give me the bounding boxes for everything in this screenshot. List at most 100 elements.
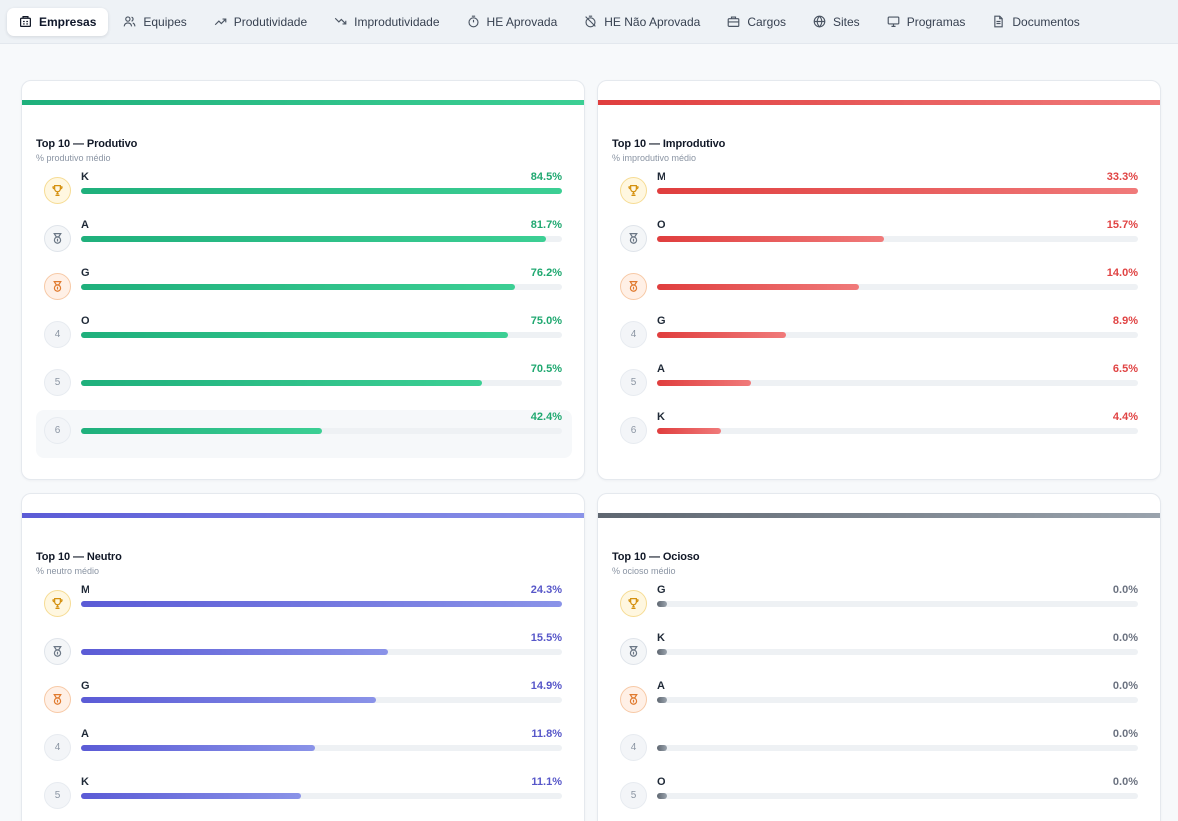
tab-sites[interactable]: Sites xyxy=(801,8,872,36)
medal-icon xyxy=(44,225,71,252)
ranking-row[interactable]: 5 70.5% xyxy=(36,362,572,410)
trend-up-icon xyxy=(214,15,227,28)
row-percentage: 14.0% xyxy=(1106,267,1138,279)
rank-badge: 6 xyxy=(44,417,71,444)
row-percentage: 11.1% xyxy=(531,776,562,788)
progress-track xyxy=(81,793,562,799)
row-percentage: 42.4% xyxy=(530,411,562,423)
row-name: A xyxy=(81,219,89,231)
ranking-row[interactable]: 6 K 4.4% xyxy=(612,410,1148,458)
row-name: K xyxy=(657,632,665,644)
ranking-row[interactable]: K 84.5% xyxy=(36,170,572,218)
progress-track xyxy=(81,236,562,242)
ranking-row[interactable]: G 76.2% xyxy=(36,266,572,314)
rank-badge: 6 xyxy=(620,417,647,444)
ranking-row[interactable]: A 81.7% xyxy=(36,218,572,266)
progress-fill xyxy=(81,745,315,751)
ranking-row[interactable]: 5 A 6.5% xyxy=(612,362,1148,410)
progress-fill xyxy=(657,649,667,655)
tab-label: Cargos xyxy=(747,14,786,29)
progress-track xyxy=(81,284,562,290)
rank-badge: 4 xyxy=(44,321,71,348)
tab-label: HE Aprovada xyxy=(486,14,558,29)
trophy-icon xyxy=(44,177,71,204)
document-icon xyxy=(992,15,1005,28)
card-top10-ocioso: Top 10 — Ocioso % ocioso médio G 0.0% K 0.0… xyxy=(597,493,1161,821)
progress-fill xyxy=(81,236,547,242)
row-name: O xyxy=(657,776,665,788)
ranking-list: G 0.0% K 0.0% A 0.0% 4 0.0% 5 O 0.0% xyxy=(612,583,1148,821)
card-subtitle: % neutro médio xyxy=(36,566,100,576)
timer-off-icon xyxy=(584,15,597,28)
tab-label: HE Não Aprovada xyxy=(604,14,701,29)
rank-badge: 5 xyxy=(44,369,71,396)
tab-label: Sites xyxy=(833,14,860,29)
tab-programas[interactable]: Programas xyxy=(875,8,978,36)
row-percentage: 75.0% xyxy=(530,315,562,327)
progress-fill xyxy=(81,428,323,434)
tab-produtividade[interactable]: Produtividade xyxy=(202,8,319,36)
progress-fill xyxy=(81,332,508,338)
progress-track xyxy=(657,188,1138,194)
medal-icon xyxy=(44,686,71,713)
ranking-row[interactable]: 4 A 11.8% xyxy=(36,727,572,775)
row-name: A xyxy=(81,728,89,740)
tab-empresas[interactable]: Empresas xyxy=(7,7,109,36)
monitor-icon xyxy=(887,15,900,28)
ranking-row[interactable]: 4 O 75.0% xyxy=(36,314,572,362)
progress-fill xyxy=(81,380,483,386)
ranking-row[interactable]: M 24.3% xyxy=(36,583,572,631)
ranking-row[interactable]: M 33.3% xyxy=(612,170,1148,218)
ranking-row[interactable]: 4 G 8.9% xyxy=(612,314,1148,362)
ranking-row[interactable]: G 0.0% xyxy=(612,583,1148,631)
tab-bar: Empresas Equipes Produtividade Improduti… xyxy=(0,0,1178,44)
progress-fill xyxy=(657,697,667,703)
tab-cargos[interactable]: Cargos xyxy=(715,8,798,36)
medal-icon xyxy=(44,638,71,665)
ranking-list: M 33.3% O 15.7% 14.0% 4G 8.9% 5A 6.5% 6K 4.4% xyxy=(612,170,1148,458)
ranking-list: M 24.3% 15.5% G 14.9% 4A 11.8% 5K 11.1% xyxy=(36,583,572,821)
ranking-row[interactable]: K 0.0% xyxy=(612,631,1148,679)
progress-fill xyxy=(81,188,562,194)
row-percentage: 84.5% xyxy=(530,171,562,183)
ranking-row[interactable]: 4 0.0% xyxy=(612,727,1148,775)
ranking-row[interactable]: O 15.7% xyxy=(612,218,1148,266)
tab-label: Empresas xyxy=(39,14,97,29)
tab-improdutividade[interactable]: Improdutividade xyxy=(322,8,451,36)
stopwatch-icon xyxy=(467,15,480,28)
briefcase-icon xyxy=(727,15,740,28)
ranking-row[interactable]: A 0.0% xyxy=(612,679,1148,727)
tab-he-nao-aprovada[interactable]: HE Não Aprovada xyxy=(572,8,712,36)
tab-documentos[interactable]: Documentos xyxy=(980,8,1091,36)
row-name xyxy=(81,363,89,377)
ranking-row[interactable]: 5 O 0.0% xyxy=(612,775,1148,821)
tab-label: Equipes xyxy=(143,14,187,29)
card-accent-bar xyxy=(598,513,1160,518)
rank-badge: 5 xyxy=(44,782,71,809)
row-name xyxy=(657,728,665,742)
progress-fill xyxy=(657,188,1138,194)
row-percentage: 33.3% xyxy=(1106,171,1138,183)
tab-he-aprovada[interactable]: HE Aprovada xyxy=(455,8,570,36)
progress-track xyxy=(657,380,1138,386)
ranking-row[interactable]: 14.0% xyxy=(612,266,1148,314)
rank-badge: 5 xyxy=(620,369,647,396)
ranking-row[interactable]: 15.5% xyxy=(36,631,572,679)
progress-fill xyxy=(657,380,751,386)
row-percentage: 0.0% xyxy=(1112,776,1138,788)
progress-fill xyxy=(81,601,562,607)
row-percentage: 76.2% xyxy=(530,267,562,279)
trend-down-icon xyxy=(334,15,347,28)
row-percentage: 4.4% xyxy=(1112,411,1138,423)
row-percentage: 15.5% xyxy=(530,632,562,644)
ranking-row[interactable]: 5 K 11.1% xyxy=(36,775,572,821)
progress-track xyxy=(81,332,562,338)
ranking-row[interactable]: 6 42.4% xyxy=(36,410,572,458)
row-name xyxy=(81,632,89,646)
progress-track xyxy=(81,649,562,655)
card-top10-improdutivo: Top 10 — Improdutivo % improdutivo médio… xyxy=(597,80,1161,480)
globe-icon xyxy=(813,15,826,28)
ranking-row[interactable]: G 14.9% xyxy=(36,679,572,727)
tab-label: Documentos xyxy=(1012,14,1080,29)
tab-equipes[interactable]: Equipes xyxy=(111,8,198,36)
